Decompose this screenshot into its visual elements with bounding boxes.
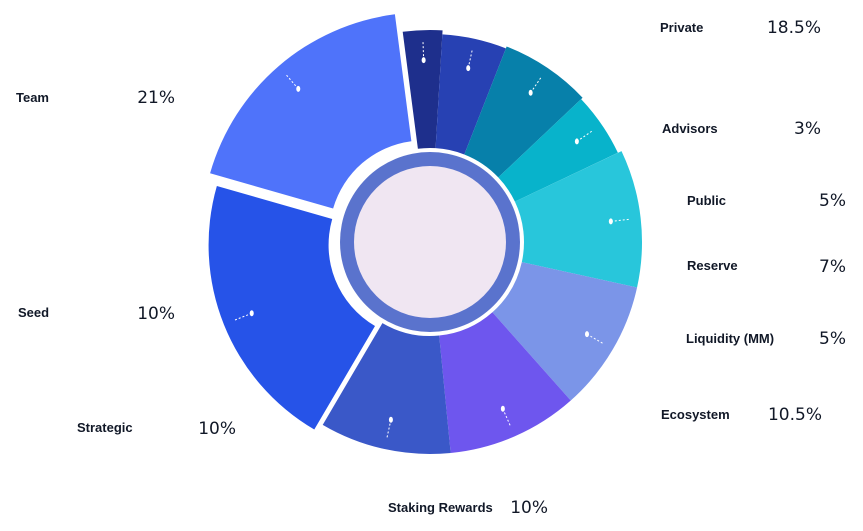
leader-dot-strategic	[500, 405, 505, 412]
leader-dot-advisors	[421, 57, 426, 64]
slice-advisors[interactable]	[402, 29, 443, 149]
slice-liquidity-mm[interactable]	[498, 99, 618, 202]
leader-line-ecosystem	[610, 218, 629, 222]
slice-staking-rewards[interactable]	[492, 262, 638, 401]
label-value-team: 21%	[137, 88, 175, 108]
label-name-ecosystem: Ecosystem	[661, 407, 730, 422]
label-name-team: Team	[16, 90, 49, 105]
leader-dot-team	[249, 310, 254, 317]
label-value-strategic: 10%	[198, 419, 236, 439]
label-name-liquidity-mm: Liquidity (MM)	[686, 331, 774, 346]
leader-line-liquidity-mm	[576, 130, 593, 142]
leader-line-reserve	[530, 77, 542, 94]
chart-labels: Private 18.5% Advisors 3% Public 5% Reserve 7% L…	[16, 18, 846, 518]
leader-dot-staking-rewards	[584, 331, 589, 338]
label-value-advisors: 3%	[794, 119, 821, 139]
label-value-ecosystem: 10.5%	[768, 405, 822, 425]
leader-dot-private	[296, 85, 301, 92]
slice-team[interactable]	[208, 185, 376, 430]
leader-line-team	[234, 312, 252, 321]
label-name-advisors: Advisors	[662, 121, 718, 136]
label-value-seed: 10%	[137, 304, 175, 324]
label-name-staking-rewards: Staking Rewards	[388, 500, 493, 515]
slice-ecosystem[interactable]	[514, 151, 642, 288]
chart-slices	[208, 14, 642, 455]
label-value-public: 5%	[819, 191, 846, 211]
leader-line-public	[467, 50, 473, 69]
leader-line-private	[286, 74, 299, 90]
slice-private[interactable]	[210, 14, 412, 209]
label-name-strategic: Strategic	[77, 420, 133, 435]
slice-seed[interactable]	[322, 323, 451, 455]
leader-line-seed	[386, 419, 392, 438]
slice-reserve[interactable]	[464, 46, 583, 178]
label-name-seed: Seed	[18, 305, 49, 320]
label-name-private: Private	[660, 20, 703, 35]
leader-dot-public	[466, 65, 471, 72]
leader-line-strategic	[502, 408, 511, 426]
leader-dot-ecosystem	[608, 218, 613, 225]
label-value-staking-rewards: 10%	[510, 498, 548, 518]
slice-strategic[interactable]	[439, 312, 571, 453]
leader-dot-seed	[388, 416, 393, 423]
label-name-reserve: Reserve	[687, 258, 738, 273]
leader-line-advisors	[422, 42, 425, 61]
leader-dot-reserve	[528, 89, 533, 96]
leader-line-staking-rewards	[586, 333, 603, 344]
label-value-reserve: 7%	[819, 257, 846, 277]
label-name-public: Public	[687, 193, 726, 208]
label-value-private: 18.5%	[767, 18, 821, 38]
chart-leaders	[234, 42, 629, 438]
label-value-liquidity-mm: 5%	[819, 329, 846, 349]
leader-dot-liquidity-mm	[574, 138, 579, 145]
center-hole	[354, 166, 506, 318]
slice-public[interactable]	[435, 34, 506, 155]
